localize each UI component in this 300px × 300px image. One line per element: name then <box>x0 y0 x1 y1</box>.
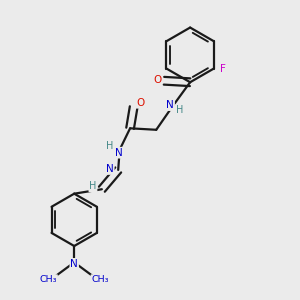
Text: F: F <box>220 64 226 74</box>
Text: CH₃: CH₃ <box>91 275 109 284</box>
Text: H: H <box>176 105 183 115</box>
Text: N: N <box>166 100 174 110</box>
Text: N: N <box>115 148 123 158</box>
Text: O: O <box>136 98 144 108</box>
Text: H: H <box>89 181 97 191</box>
Text: H: H <box>106 141 114 151</box>
Text: N: N <box>106 164 114 174</box>
Text: N: N <box>70 259 78 269</box>
Text: CH₃: CH₃ <box>40 275 57 284</box>
Text: O: O <box>153 75 161 85</box>
